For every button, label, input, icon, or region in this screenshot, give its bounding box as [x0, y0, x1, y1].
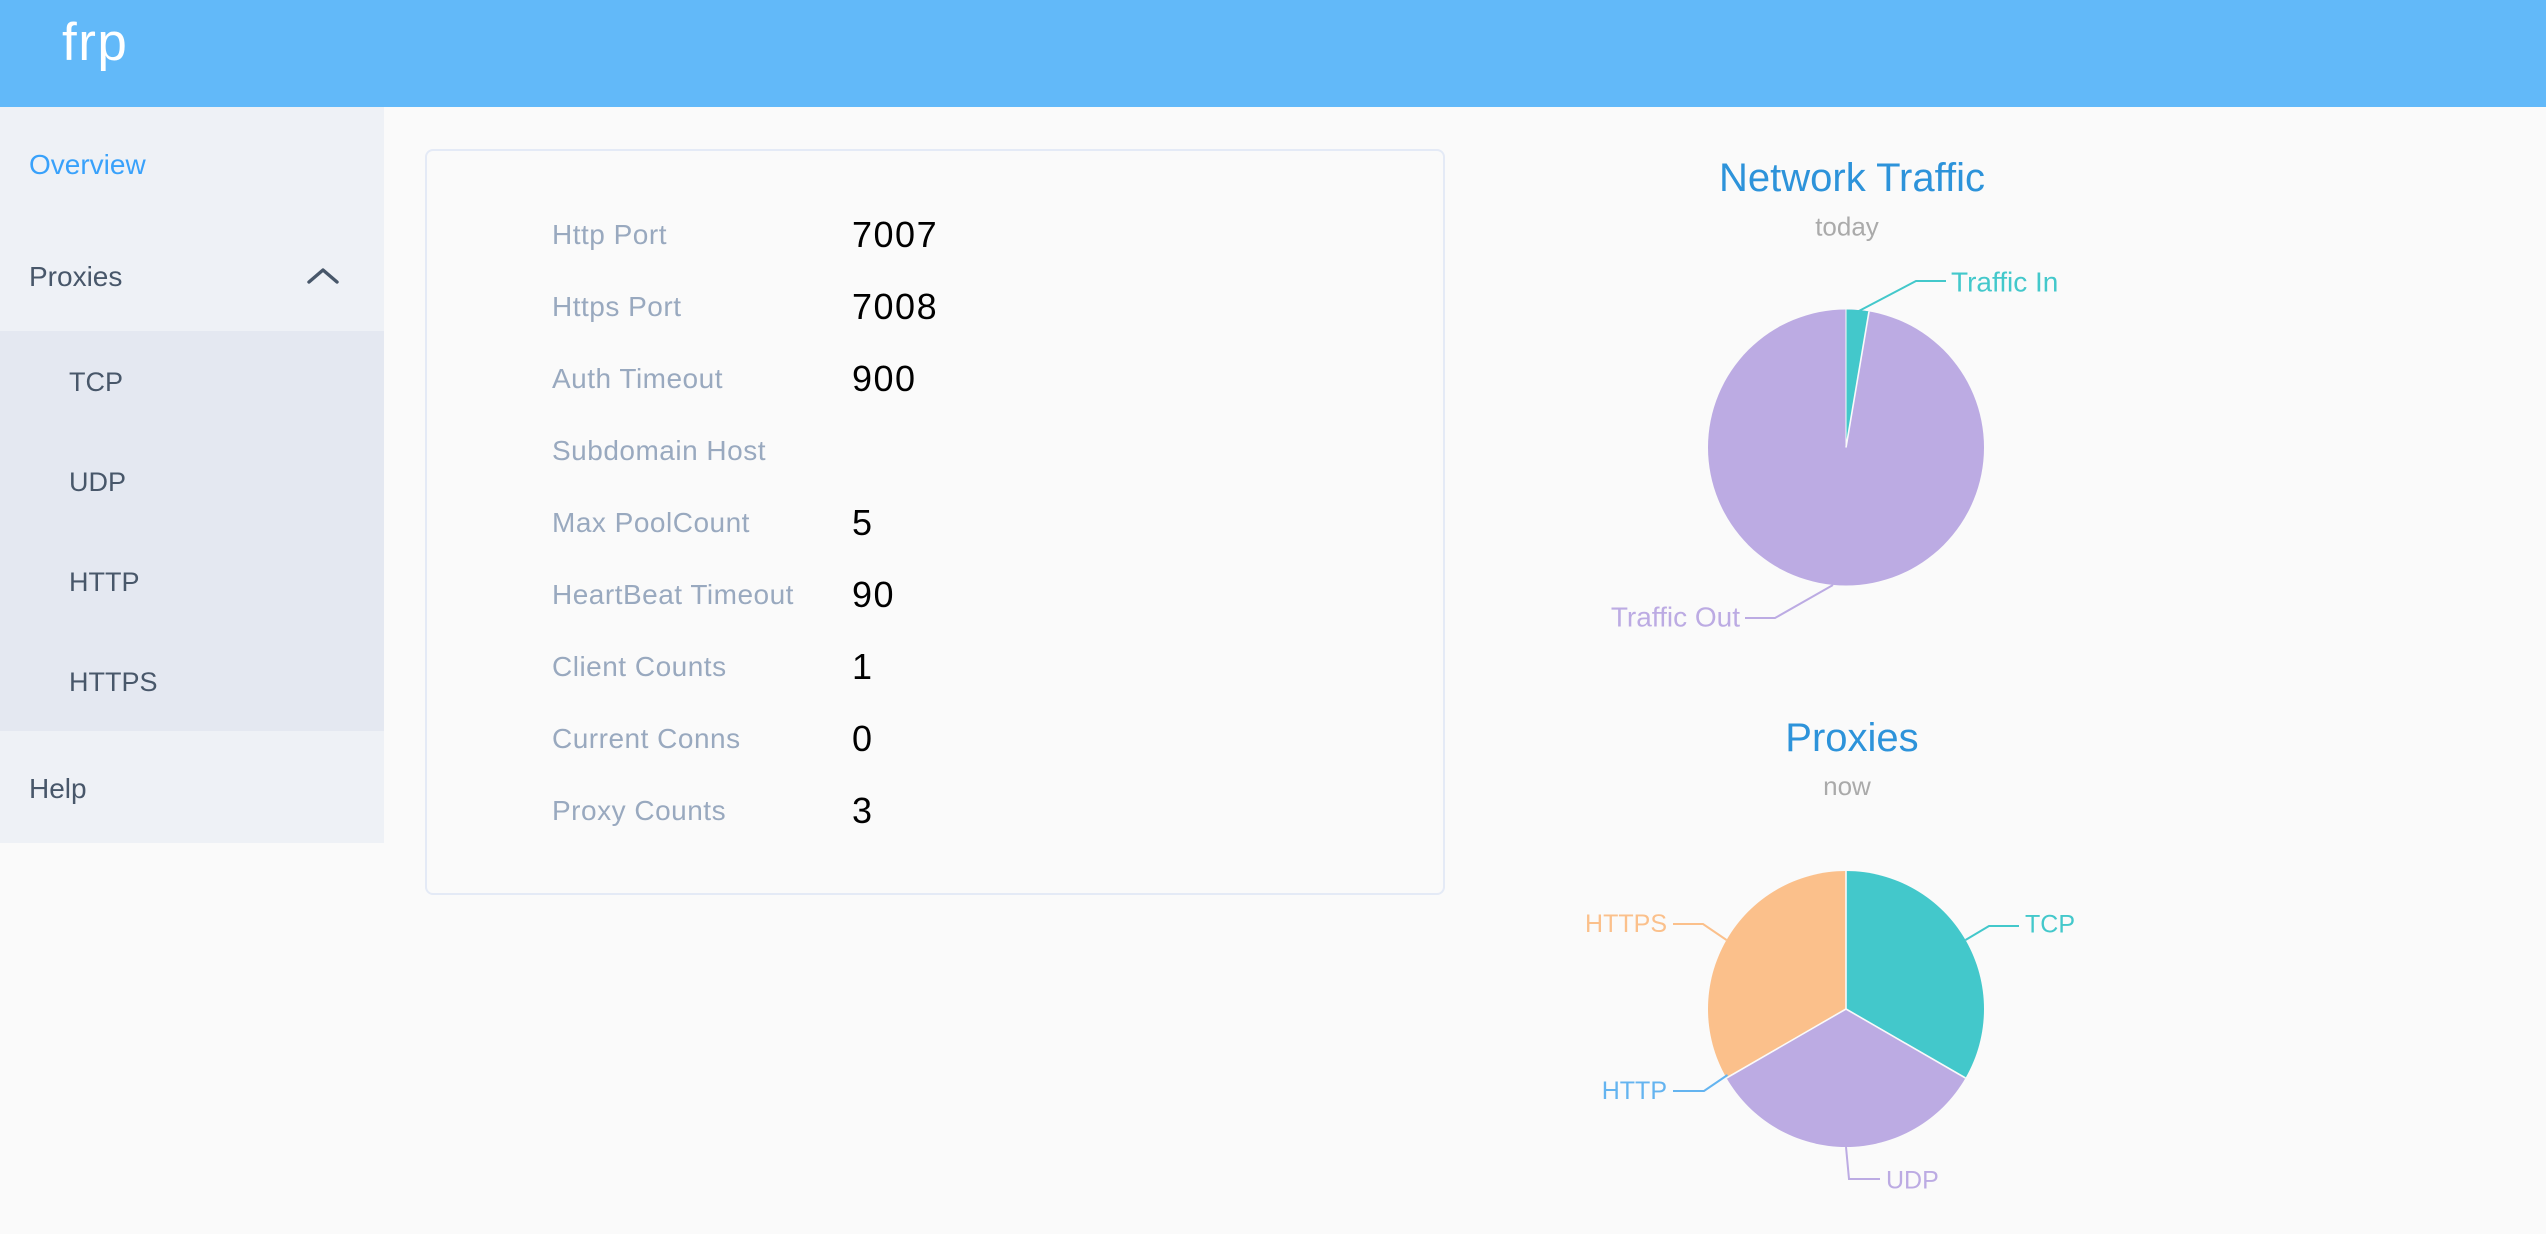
svg-text:today: today: [1815, 212, 1879, 242]
svg-text:TCP: TCP: [2025, 911, 2075, 939]
svg-text:Traffic In: Traffic In: [1951, 267, 2058, 298]
svg-text:now: now: [1823, 771, 1871, 801]
svg-text:HTTPS: HTTPS: [1585, 910, 1667, 938]
svg-text:Network Traffic: Network Traffic: [1719, 156, 1985, 200]
svg-text:HTTP: HTTP: [1602, 1077, 1667, 1105]
svg-text:Proxies: Proxies: [1785, 716, 1918, 760]
svg-text:UDP: UDP: [1886, 1167, 1939, 1195]
svg-text:Traffic Out: Traffic Out: [1611, 602, 1740, 633]
